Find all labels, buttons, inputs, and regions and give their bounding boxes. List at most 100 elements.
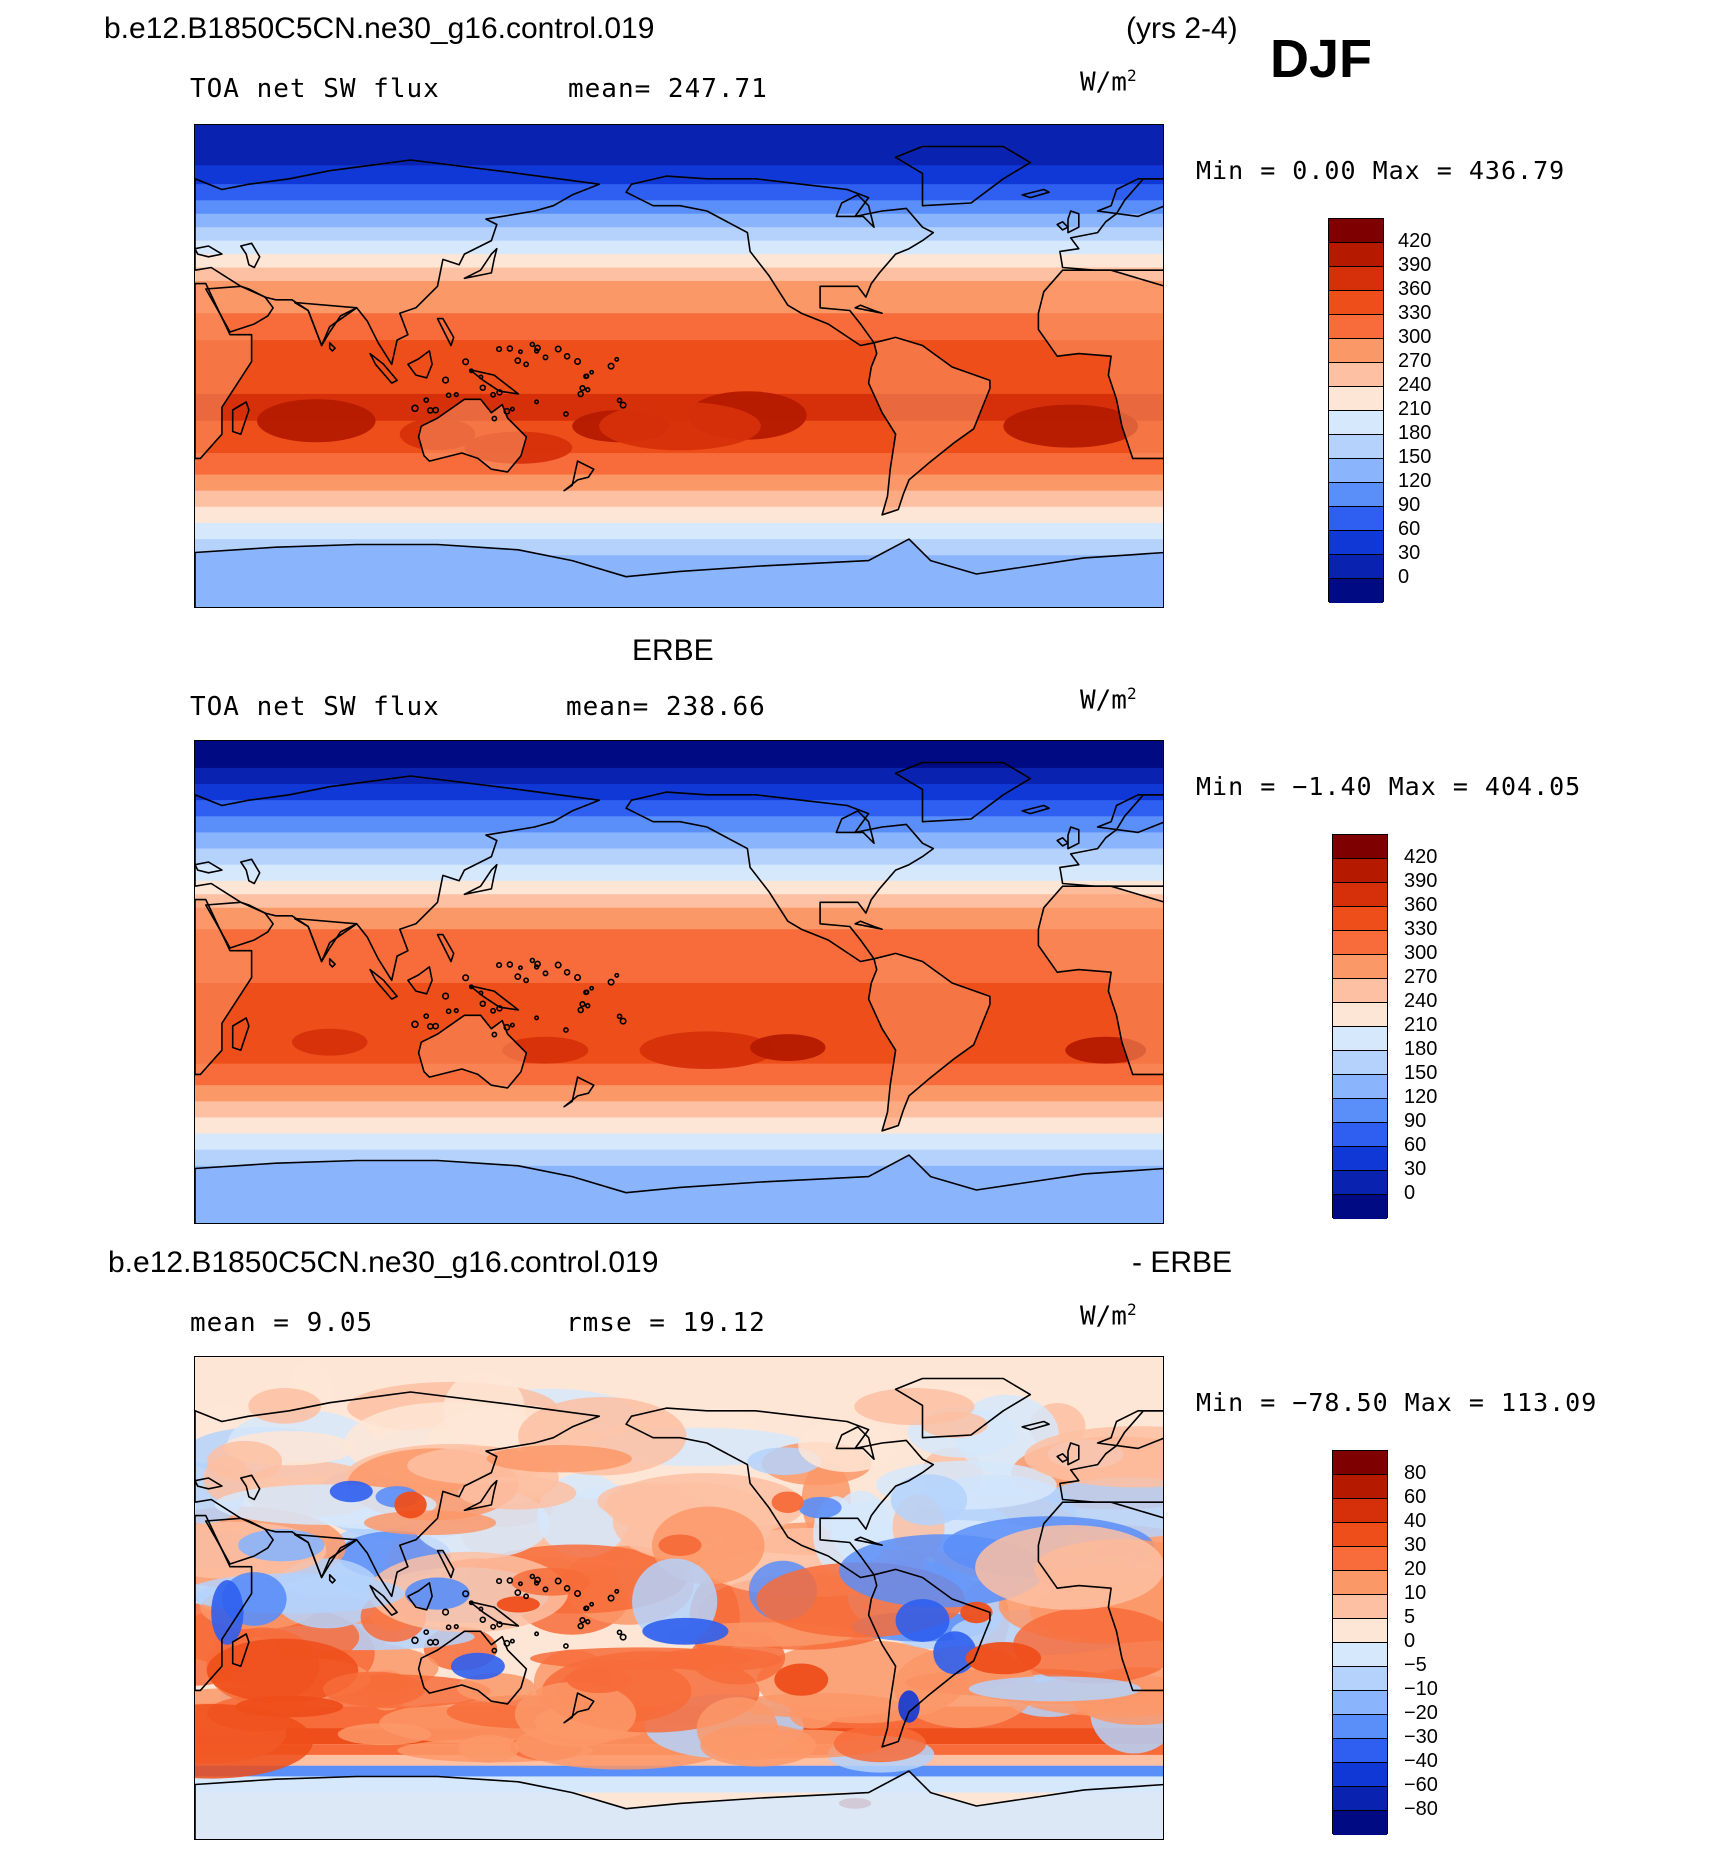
coastline-borneo [407, 966, 433, 995]
flux-band [195, 165, 1163, 186]
flux-band [195, 453, 1163, 476]
colorbar-tick-label: 90 [1398, 494, 1421, 516]
land-tint [868, 337, 990, 515]
colorbar-tick-label: 240 [1404, 990, 1438, 1012]
colorbar-tick-label: 150 [1404, 1062, 1438, 1084]
coastline-greatBritain [1067, 826, 1080, 850]
colorbar-segment [1333, 883, 1387, 907]
colorbar-segment [1333, 1619, 1387, 1643]
colorbar-tick-label: 150 [1398, 446, 1432, 468]
coastlines [195, 761, 1163, 1223]
flux-band [195, 474, 1163, 492]
map-difference [194, 1356, 1164, 1840]
panel-3-units: W/m2 [1080, 1300, 1137, 1332]
colorbar-segment [1329, 531, 1383, 555]
coastline-srilanka [328, 958, 336, 968]
coastline-sumatra [369, 1584, 398, 1616]
colorbar-segment [1333, 1523, 1387, 1547]
coastlines [195, 145, 1163, 607]
flux-band [195, 227, 1163, 242]
coastline-antarctica [195, 1154, 1163, 1223]
coastline-africaW [1037, 1501, 1163, 1692]
colorbar-tick-label: 420 [1404, 846, 1438, 868]
colorbar-tick-label: 180 [1404, 1038, 1438, 1060]
flux-band [195, 848, 1163, 866]
colorbar-segment [1329, 435, 1383, 459]
colorbar-tick-label: 300 [1404, 942, 1438, 964]
colorbar-tick-label: 30 [1398, 542, 1421, 564]
colorbar-tick-label: 360 [1404, 894, 1438, 916]
coastline-borneo [407, 350, 433, 379]
coastline-australia [417, 1014, 528, 1089]
colorbar-segment [1329, 267, 1383, 291]
colorbar-segment [1333, 1787, 1387, 1811]
colorbar-segment [1333, 1643, 1387, 1667]
colorbar-tick-label: 390 [1398, 254, 1432, 276]
colorbar-tick-label: 0 [1404, 1630, 1416, 1652]
coastline-hudson [835, 810, 875, 844]
case-title: b.e12.B1850C5CN.ne30_g16.control.019 [104, 12, 655, 45]
colorbar-tick-label: 210 [1404, 1014, 1438, 1036]
colorbar-tick-label: 120 [1398, 470, 1432, 492]
colorbar-tick-label: 40 [1404, 1510, 1427, 1532]
colorbar-segment [1333, 1027, 1387, 1051]
flux-band [195, 125, 1163, 167]
colorbar-model [1328, 218, 1384, 603]
colorbar-segment [1333, 1499, 1387, 1523]
coastline-blacksea [195, 861, 223, 874]
coastline-srilanka [328, 1574, 336, 1584]
flux-band [195, 956, 1163, 984]
flux-band [195, 894, 1163, 909]
colorbar-tick-label: 30 [1404, 1534, 1427, 1556]
colorbar-tick-label: −80 [1404, 1798, 1438, 1820]
antarctica-fill [195, 539, 1163, 607]
colorbar-tick-label: 420 [1398, 230, 1432, 252]
coastline-samerica [867, 1568, 991, 1748]
flux-band [195, 313, 1163, 342]
colorbar-segment [1333, 835, 1387, 859]
colorbar-segment [1333, 1195, 1387, 1219]
colorbar-difference [1332, 1450, 1388, 1835]
flux-band [195, 816, 1163, 834]
coastline-srilanka [328, 342, 336, 352]
colorbar-tick-label: 30 [1404, 1158, 1427, 1180]
panel-3-title: b.e12.B1850C5CN.ne30_g16.control.019 [108, 1246, 659, 1279]
colorbar-erbe [1332, 834, 1388, 1219]
flux-band [195, 983, 1163, 1011]
flux-band [195, 832, 1163, 850]
flux-band [195, 184, 1163, 202]
colorbar-segment [1333, 1571, 1387, 1595]
years-label: (yrs 2-4) [1126, 12, 1238, 45]
panel-2-title: ERBE [632, 634, 714, 667]
panel-2-variable-label: TOA net SW flux [190, 692, 440, 722]
flux-band [195, 506, 1163, 524]
flux-band [195, 1133, 1163, 1151]
flux-band [195, 767, 1163, 786]
flux-band [195, 340, 1163, 368]
antarctica-fill [195, 1155, 1163, 1223]
flux-band [195, 254, 1163, 269]
panel-3-title-suffix: - ERBE [1132, 1246, 1233, 1279]
coastline-antarctica [195, 538, 1163, 607]
coastline-namerica [625, 175, 935, 347]
colorbar-tick-label: −20 [1404, 1702, 1438, 1724]
flux-band [195, 490, 1163, 508]
colorbar-segment [1333, 1547, 1387, 1571]
map-erbe-field [195, 741, 1163, 1223]
coastline-samerica [867, 336, 991, 516]
colorbar-tick-label: 300 [1398, 326, 1432, 348]
colorbar-segment [1329, 291, 1383, 315]
colorbar-segment [1329, 483, 1383, 507]
coastline-blacksea [195, 245, 223, 258]
flux-band [195, 294, 1163, 315]
colorbar-tick-label: 80 [1404, 1462, 1427, 1484]
coastline-iceland [1021, 188, 1050, 199]
coastline-philippines [436, 933, 455, 963]
coastline-uk [1056, 1453, 1069, 1463]
flux-band [195, 864, 1163, 882]
colorbar-segment [1329, 363, 1383, 387]
colorbar-segment [1333, 1715, 1387, 1739]
colorbar-tick-label: −10 [1404, 1678, 1438, 1700]
land-tint [1038, 886, 1163, 1075]
colorbar-segment [1333, 1147, 1387, 1171]
